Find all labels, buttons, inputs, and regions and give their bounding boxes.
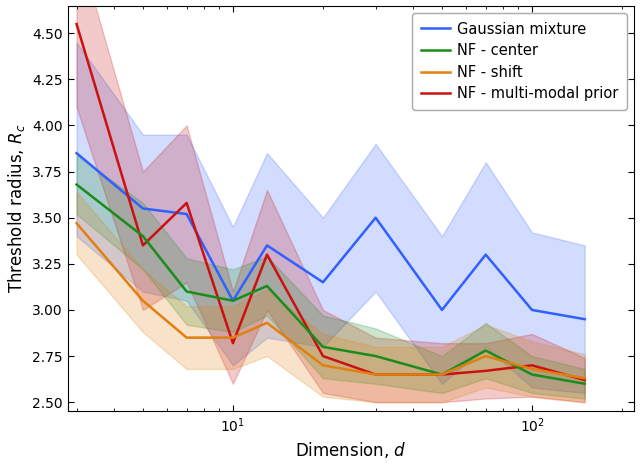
- Gaussian mixture: [73, 151, 81, 156]
- NF - center: [438, 372, 446, 377]
- NF - multi-modal prior: [581, 377, 589, 383]
- Gaussian mixture: [581, 316, 589, 322]
- NF - multi-modal prior: [319, 353, 327, 359]
- NF - multi-modal prior: [73, 21, 81, 27]
- Gaussian mixture: [438, 307, 446, 313]
- Y-axis label: Threshold radius, $R_c$: Threshold radius, $R_c$: [6, 124, 26, 293]
- NF - multi-modal prior: [372, 372, 380, 377]
- Gaussian mixture: [263, 243, 271, 248]
- NF - center: [372, 353, 380, 359]
- NF - multi-modal prior: [183, 200, 191, 206]
- NF - center: [482, 348, 490, 353]
- NF - multi-modal prior: [263, 252, 271, 257]
- Gaussian mixture: [528, 307, 536, 313]
- NF - multi-modal prior: [528, 363, 536, 368]
- NF - shift: [528, 366, 536, 372]
- NF - center: [229, 298, 237, 303]
- NF - multi-modal prior: [482, 368, 490, 374]
- Gaussian mixture: [319, 280, 327, 285]
- NF - shift: [581, 376, 589, 381]
- NF - shift: [319, 363, 327, 368]
- NF - center: [183, 289, 191, 295]
- Gaussian mixture: [139, 206, 147, 211]
- NF - shift: [139, 298, 147, 303]
- Legend: Gaussian mixture, NF - center, NF - shift, NF - multi-modal prior: Gaussian mixture, NF - center, NF - shif…: [412, 13, 627, 110]
- NF - multi-modal prior: [229, 340, 237, 346]
- NF - center: [319, 344, 327, 350]
- Gaussian mixture: [229, 298, 237, 303]
- NF - multi-modal prior: [139, 243, 147, 248]
- Gaussian mixture: [183, 211, 191, 217]
- Gaussian mixture: [372, 215, 380, 220]
- NF - center: [263, 283, 271, 289]
- Line: Gaussian mixture: Gaussian mixture: [77, 153, 585, 319]
- NF - shift: [263, 320, 271, 326]
- X-axis label: Dimension, $d$: Dimension, $d$: [295, 440, 407, 460]
- NF - center: [581, 381, 589, 387]
- NF - shift: [482, 353, 490, 359]
- NF - shift: [229, 335, 237, 341]
- NF - multi-modal prior: [438, 372, 446, 377]
- NF - center: [73, 182, 81, 187]
- Line: NF - multi-modal prior: NF - multi-modal prior: [77, 24, 585, 380]
- NF - shift: [438, 372, 446, 377]
- NF - shift: [372, 372, 380, 377]
- NF - shift: [73, 220, 81, 226]
- Line: NF - shift: NF - shift: [77, 223, 585, 378]
- NF - center: [139, 233, 147, 239]
- NF - center: [528, 372, 536, 377]
- Gaussian mixture: [482, 252, 490, 257]
- NF - shift: [183, 335, 191, 341]
- Line: NF - center: NF - center: [77, 185, 585, 384]
